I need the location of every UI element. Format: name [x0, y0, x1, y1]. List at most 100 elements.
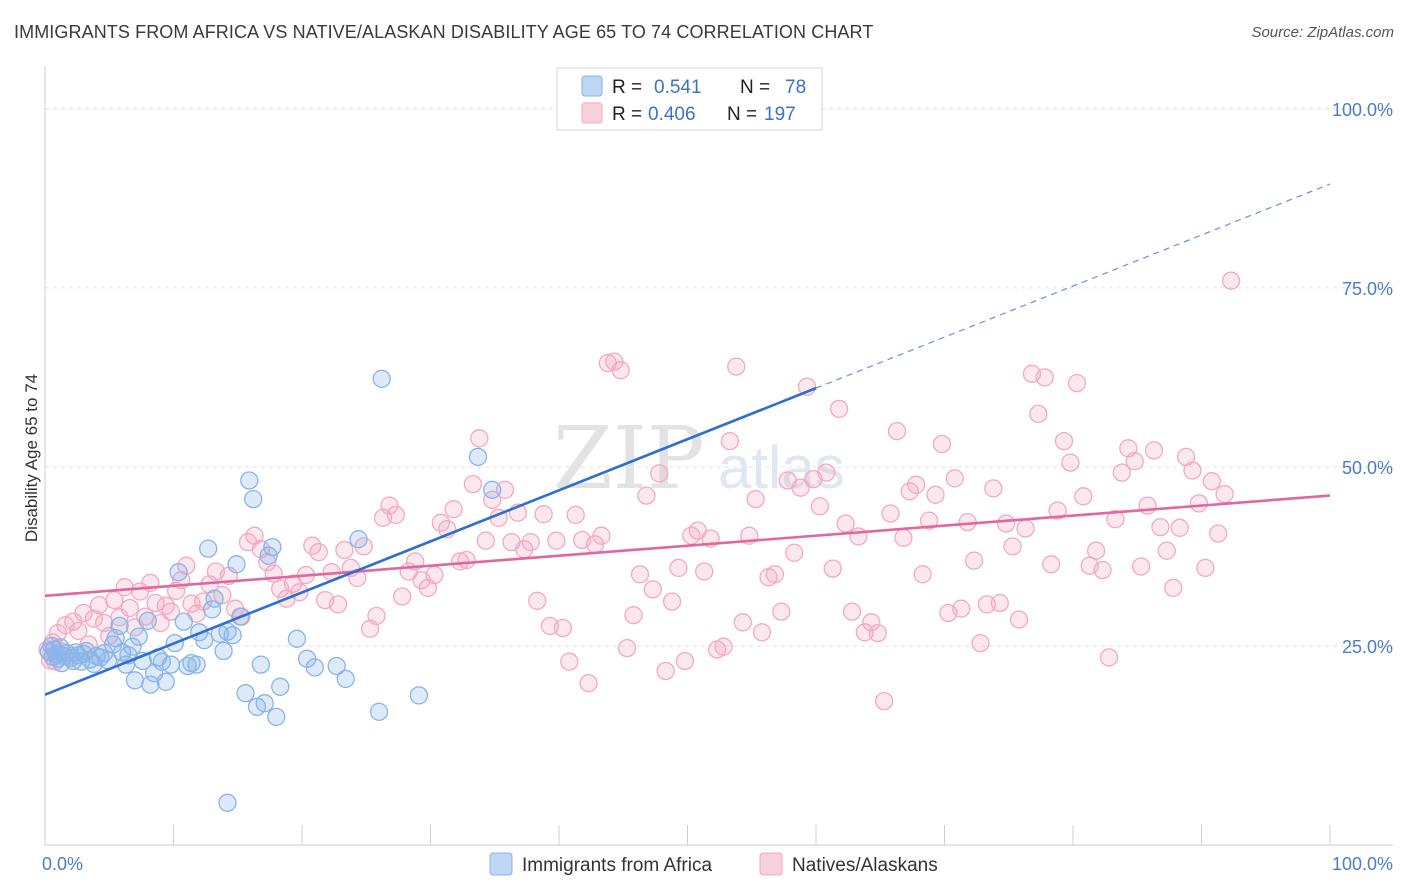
point-natives	[765, 565, 785, 584]
point-natives	[836, 514, 855, 533]
point-natives	[1029, 404, 1048, 424]
point-natives	[1196, 558, 1215, 578]
point-africa	[123, 637, 142, 656]
point-natives	[746, 489, 765, 509]
point-natives	[69, 621, 88, 641]
point-natives	[592, 526, 611, 545]
point-natives	[1170, 518, 1189, 537]
point-natives	[952, 599, 971, 618]
y-tick-label: 75.0%	[1342, 279, 1393, 299]
point-natives	[714, 637, 733, 656]
point-natives	[115, 578, 134, 597]
point-africa	[161, 655, 181, 674]
point-natives	[1048, 501, 1067, 520]
legend-swatch-africa	[581, 75, 603, 97]
point-natives	[907, 475, 926, 494]
point-natives	[733, 613, 752, 632]
point-natives	[1157, 541, 1176, 560]
point-africa	[223, 626, 242, 645]
point-natives	[1221, 271, 1241, 290]
point-natives	[161, 602, 181, 621]
point-natives	[881, 504, 900, 523]
point-africa	[259, 546, 278, 565]
point-natives	[868, 623, 887, 643]
point-natives	[823, 559, 842, 578]
point-natives	[1086, 541, 1106, 560]
point-natives	[894, 528, 913, 547]
point-africa	[267, 707, 286, 727]
trend-lines	[44, 183, 1331, 696]
point-africa	[271, 677, 290, 696]
point-africa	[372, 369, 391, 388]
point-natives	[945, 469, 964, 488]
point-natives	[842, 602, 862, 621]
point-natives	[146, 593, 165, 613]
point-africa	[236, 684, 255, 703]
point-africa	[409, 686, 429, 705]
point-natives	[997, 514, 1016, 533]
point-africa	[251, 655, 271, 674]
point-africa	[187, 655, 206, 674]
point-natives	[1125, 452, 1144, 471]
x-tick-label-max: 100.0%	[1332, 854, 1393, 874]
point-natives	[964, 551, 984, 570]
point-natives	[156, 596, 175, 615]
bottom-legend-swatch-natives	[759, 852, 783, 876]
point-africa	[327, 656, 346, 676]
point-natives	[791, 478, 810, 497]
point-africa	[125, 671, 145, 690]
point-natives	[829, 399, 849, 419]
point-natives	[990, 593, 1009, 613]
point-natives	[1151, 517, 1170, 537]
trend-line-africa	[44, 386, 817, 696]
point-natives	[617, 638, 637, 658]
point-natives	[926, 485, 945, 504]
grid-lines	[44, 108, 1394, 647]
point-natives	[1189, 494, 1209, 513]
watermark-zip: ZIP	[553, 409, 705, 509]
point-natives	[380, 496, 399, 515]
x-tick-label-min: 0.0%	[42, 854, 83, 874]
point-natives	[862, 613, 881, 632]
point-natives	[476, 531, 495, 550]
point-natives	[669, 558, 688, 578]
point-natives	[855, 623, 874, 642]
trend-line-natives	[44, 494, 1331, 598]
y-tick-label: 50.0%	[1342, 458, 1393, 478]
point-natives	[913, 565, 932, 584]
point-natives	[1183, 461, 1202, 480]
point-natives	[611, 361, 630, 380]
svg-text:R =: R =	[612, 77, 642, 98]
point-natives	[1054, 431, 1074, 451]
point-natives	[547, 531, 566, 550]
point-africa	[110, 616, 129, 636]
point-natives	[1106, 510, 1125, 529]
point-natives	[1009, 610, 1029, 629]
point-africa	[227, 555, 246, 574]
point-natives	[84, 609, 103, 628]
point-natives	[1042, 555, 1061, 574]
point-natives	[463, 474, 483, 494]
point-natives	[662, 592, 682, 611]
point-africa	[244, 489, 263, 509]
point-natives	[367, 606, 386, 626]
point-natives	[752, 623, 772, 642]
point-natives	[785, 543, 804, 562]
point-natives	[695, 562, 714, 581]
point-natives	[1016, 519, 1035, 538]
point-africa	[336, 669, 355, 689]
point-africa	[214, 641, 233, 661]
bottom-legend-swatch-africa	[489, 852, 513, 876]
point-natives	[772, 602, 791, 621]
point-natives	[1215, 484, 1234, 504]
point-natives	[1074, 487, 1093, 506]
point-natives	[120, 598, 139, 618]
point-natives	[984, 479, 1003, 498]
point-natives	[444, 500, 463, 519]
point-africa	[349, 530, 368, 549]
point-africa	[369, 702, 389, 721]
point-natives	[932, 434, 952, 454]
point-natives	[579, 674, 598, 693]
point-natives	[1131, 557, 1151, 576]
